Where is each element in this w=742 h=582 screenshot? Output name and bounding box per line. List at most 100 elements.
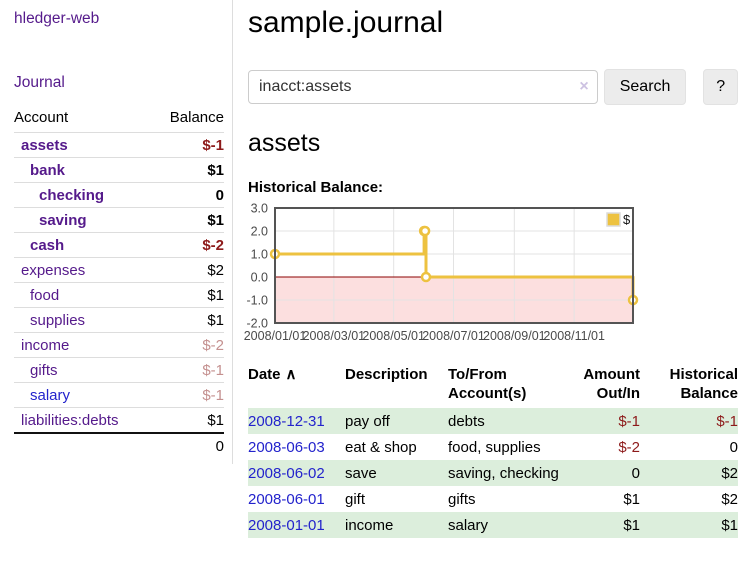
chart-svg: $3.0 2.0 1.0 0.0 -1.0 -2.02008/01/012008/03/0… <box>244 202 639 343</box>
accounts-header-row: Account Balance <box>14 107 224 133</box>
transaction-amount: 0 <box>631 464 640 482</box>
transaction-accounts: debts <box>448 412 485 430</box>
account-balance: $1 <box>152 407 224 433</box>
account-balance: $-1 <box>152 132 224 158</box>
account-row: checking 0 <box>14 182 224 208</box>
sidebar-item-journal[interactable]: Journal <box>14 74 65 91</box>
account-balance: $1 <box>152 282 224 308</box>
account-row: saving $1 <box>14 207 224 233</box>
account-link[interactable]: bank <box>30 161 66 179</box>
transaction-accounts: gifts <box>448 490 476 508</box>
transaction-row: 2008-06-03 eat & shop food, supplies $-2 0 <box>248 434 738 460</box>
y-axis-tick-label: 1.0 <box>251 248 268 262</box>
search-form: × Search ? <box>248 69 738 105</box>
account-row: expenses $2 <box>14 257 224 283</box>
column-header-historical[interactable]: Historical Balance <box>669 366 738 402</box>
historical-balance-chart[interactable]: $3.0 2.0 1.0 0.0 -1.0 -2.0 2008/01/01 2008/03/0… <box>244 200 742 350</box>
account-link[interactable]: assets <box>21 136 68 154</box>
sort-ascending-icon: ∧ <box>285 366 297 383</box>
transaction-description: gift <box>345 490 366 508</box>
search-button[interactable]: Search <box>603 69 687 105</box>
transactions-header-row: Date ∧ Description To/From Account(s) Amount O… <box>248 363 738 408</box>
account-balance: $2 <box>152 257 224 283</box>
clear-search-icon[interactable]: × <box>579 78 589 95</box>
transaction-accounts: salary <box>448 516 489 534</box>
account-link[interactable]: gifts <box>30 361 58 379</box>
data-point-marker <box>419 225 431 237</box>
account-row: supplies $1 <box>14 307 224 333</box>
transaction-amount: $1 <box>623 490 640 508</box>
legend-swatch <box>606 212 621 227</box>
x-axis-tick-label: 2008/01/01 <box>244 329 307 343</box>
search-field-wrap: × <box>248 70 598 104</box>
chart-title: Historical Balance: <box>248 179 384 196</box>
transaction-balance: 0 <box>729 438 738 456</box>
transaction-date-link[interactable]: 2008-06-01 <box>248 490 325 508</box>
transaction-date-link[interactable]: 2008-01-01 <box>248 516 325 534</box>
account-link[interactable]: liabilities:debts <box>21 411 119 429</box>
plot-border <box>274 207 634 324</box>
account-balance: $-1 <box>152 357 224 383</box>
transaction-description: pay off <box>345 412 390 430</box>
transaction-row: 2008-06-02 save saving, checking 0 $2 <box>248 460 738 486</box>
account-link[interactable]: food <box>30 286 60 304</box>
transaction-description: income <box>345 516 394 534</box>
help-button[interactable]: ? <box>703 69 738 105</box>
transaction-date-cell: 2008-12-31 <box>248 408 345 434</box>
x-axis-tick-label: 2008/03/01 <box>303 329 366 343</box>
account-balance: $1 <box>152 207 224 233</box>
app-brand-link[interactable]: hledger-web <box>14 10 100 27</box>
y-axis-tick-label: -2.0 <box>246 317 268 331</box>
account-balance: $-1 <box>152 382 224 408</box>
account-row: liabilities:debts $1 <box>14 407 224 433</box>
transaction-date-link[interactable]: 2008-06-03 <box>248 438 325 456</box>
account-balance: $1 <box>152 307 224 333</box>
data-point-marker <box>420 271 432 283</box>
transactions-table: Date ∧ Description To/From Account(s) Amount O… <box>248 363 738 538</box>
account-balance: $1 <box>152 157 224 183</box>
account-link[interactable]: income <box>21 336 70 354</box>
account-link[interactable]: expenses <box>21 261 86 279</box>
account-row: cash $-2 <box>14 232 224 258</box>
page-title: sample.journal <box>248 6 444 39</box>
accounts-total-value: 0 <box>152 432 224 458</box>
transaction-date-link[interactable]: 2008-12-31 <box>248 412 325 430</box>
search-input[interactable] <box>248 70 598 104</box>
column-header-tofrom[interactable]: To/From Account(s) <box>448 366 527 402</box>
account-row: bank $1 <box>14 157 224 183</box>
transaction-accounts: food, supplies <box>448 438 541 456</box>
transaction-balance: $2 <box>721 464 738 482</box>
account-balance: $-2 <box>152 232 224 258</box>
account-row: assets $-1 <box>14 132 224 158</box>
x-axis-tick-label: 2008/07/01 <box>422 329 485 343</box>
accounts-header-balance: Balance <box>169 109 224 126</box>
transaction-balance: $2 <box>721 490 738 508</box>
accounts-header-account: Account <box>14 109 69 126</box>
account-heading: assets <box>248 129 321 157</box>
account-link[interactable]: checking <box>39 186 105 204</box>
account-row: food $1 <box>14 282 224 308</box>
accounts-total-row: 0 <box>14 432 224 458</box>
y-axis-tick-label: 2.0 <box>251 225 268 239</box>
x-axis-tick-label: 2008/05/01 <box>362 329 425 343</box>
transaction-row: 2008-06-01 gift gifts $1 $2 <box>248 486 738 512</box>
transaction-description: eat & shop <box>345 438 417 456</box>
transaction-amount: $-1 <box>618 412 640 430</box>
column-header-amount[interactable]: Amount Out/In <box>583 366 640 402</box>
account-link[interactable]: saving <box>39 211 87 229</box>
account-link[interactable]: supplies <box>30 311 86 329</box>
main-content: sample.journal × Search ? assets Histori… <box>233 0 742 538</box>
accounts-balance-table: Account Balance assets $-1 bank $1 checking 0… <box>14 107 224 458</box>
transaction-row: 2008-01-01 income salary $1 $1 <box>248 512 738 538</box>
column-header-description[interactable]: Description <box>345 366 428 383</box>
column-header-date[interactable]: Date ∧ <box>248 366 297 383</box>
sidebar: hledger-web Journal Account Balance asse… <box>0 0 233 464</box>
y-axis-tick-label: -1.0 <box>246 294 268 308</box>
app-root: hledger-web Journal Account Balance asse… <box>0 0 742 538</box>
account-link[interactable]: salary <box>30 386 71 404</box>
account-balance: 0 <box>152 182 224 208</box>
y-axis-tick-label: 3.0 <box>251 202 268 216</box>
transaction-date-link[interactable]: 2008-06-02 <box>248 464 325 482</box>
legend-label: $ <box>623 212 631 227</box>
account-link[interactable]: cash <box>30 236 65 254</box>
